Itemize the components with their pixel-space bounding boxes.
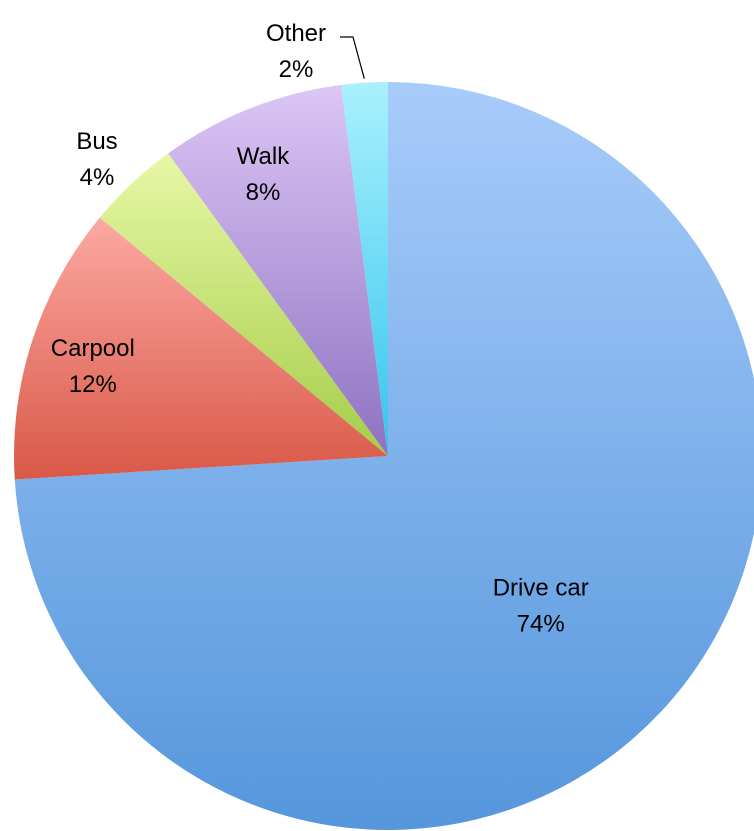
category-label-carpool: Carpool xyxy=(51,335,135,362)
percent-label-bus: 4% xyxy=(80,164,115,191)
leader-line-other xyxy=(340,36,365,79)
percent-label-drive-car: 74% xyxy=(517,610,565,637)
pie-slice-other xyxy=(341,82,388,456)
category-label-bus: Bus xyxy=(76,128,117,155)
data-label-other: Other 2% xyxy=(266,20,326,83)
data-label-carpool: Carpool 12% xyxy=(51,335,135,398)
data-label-bus: Bus 4% xyxy=(76,128,117,191)
pie-slice-carpool xyxy=(14,217,388,480)
leader-lines xyxy=(340,36,365,79)
percent-label-carpool: 12% xyxy=(69,371,117,398)
pie-slices xyxy=(14,82,754,830)
data-label-walk: Walk 8% xyxy=(237,143,290,206)
pie-slice-bus xyxy=(99,153,388,456)
category-label-drive-car: Drive car xyxy=(493,574,589,601)
pie-slice-drive-car xyxy=(14,82,754,830)
category-label-other: Other xyxy=(266,20,326,47)
data-label-drive-car: Drive car 74% xyxy=(493,574,589,637)
percent-label-walk: 8% xyxy=(246,179,281,206)
percent-label-other: 2% xyxy=(279,56,314,83)
pie-slice-walk xyxy=(168,84,388,456)
slice-labels: Drive car 74% Carpool 12% Bus 4% Walk 8% Other 2% xyxy=(51,20,589,637)
category-label-walk: Walk xyxy=(237,143,290,170)
